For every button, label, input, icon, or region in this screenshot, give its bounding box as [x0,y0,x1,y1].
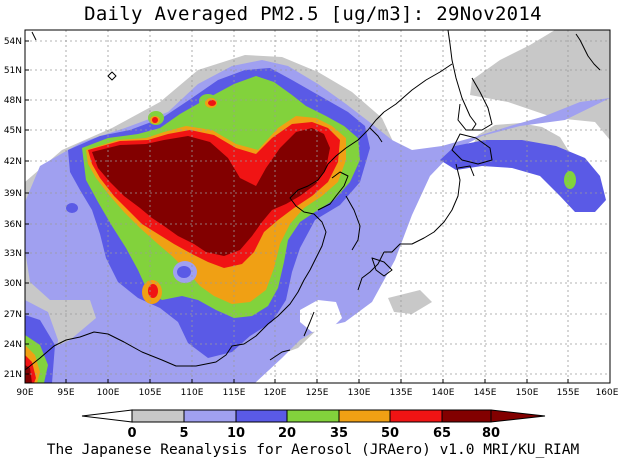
lat-label: 54N [4,37,22,47]
pm25-field [25,30,610,383]
lat-label: 36N [4,220,22,230]
lon-label: 145E [474,388,497,398]
colorbar-swatch [131,409,185,423]
colorbar-label: 65 [433,426,451,441]
lat-label: 51N [4,66,22,76]
lon-label: 140E [432,388,455,398]
lat-label: 39N [4,189,22,199]
colorbar-overflow-triangle [490,409,546,423]
graticule [25,30,610,383]
colorbar-labels: 0 5 10 20 35 50 65 80 [127,426,500,441]
lon-label: 150E [516,388,539,398]
colorbar-label: 50 [381,426,399,441]
colorbar-swatch [286,409,340,423]
lon-label: 125E [306,388,329,398]
lat-label: 24N [4,340,22,350]
low-pm-patches [173,261,410,383]
lon-label: 105E [139,388,162,398]
colorbar-underflow-triangle [81,409,133,423]
colorbar-swatch [338,409,391,423]
lat-label: 48N [4,96,22,106]
lat-label: 45N [4,126,22,136]
lon-label: 115E [223,388,246,398]
colorbar-label: 20 [278,426,296,441]
lon-label: 100E [97,388,120,398]
lon-label: 110E [181,388,204,398]
colorbar-label: 10 [227,426,245,441]
colorbar-label: 35 [330,426,348,441]
lon-label: 90E [16,388,33,398]
axis-ticks [25,40,569,383]
coastlines [25,30,601,371]
colorbar-swatch [389,409,443,423]
longitude-labels: 90E 95E 100E 105E 110E 115E 120E 125E 13… [16,388,618,398]
lon-label: 155E [557,388,580,398]
lon-label: 160E [596,388,619,398]
lat-label: 42N [4,157,22,167]
lat-label: 27N [4,310,22,320]
colorbar [81,409,546,423]
colorbar-swatch [441,409,492,423]
colorbar-swatch [235,409,288,423]
lat-label: 33N [4,249,22,259]
lon-label: 135E [390,388,413,398]
colorbar-swatch [183,409,237,423]
latitude-labels: 54N 51N 48N 45N 42N 39N 36N 33N 30N 27N … [4,37,22,380]
lon-label: 95E [57,388,74,398]
lon-label: 120E [264,388,287,398]
colorbar-label: 5 [179,426,188,441]
lat-label: 30N [4,279,22,289]
colorbar-label: 80 [482,426,500,441]
map-title: Daily Averaged PM2.5 [ug/m3]: 29Nov2014 [84,3,542,25]
credit-line: The Japanese Reanalysis for Aerosol (JRA… [46,442,580,458]
lat-label: 21N [4,370,22,380]
colorbar-label: 0 [127,426,136,441]
lon-label: 130E [348,388,371,398]
